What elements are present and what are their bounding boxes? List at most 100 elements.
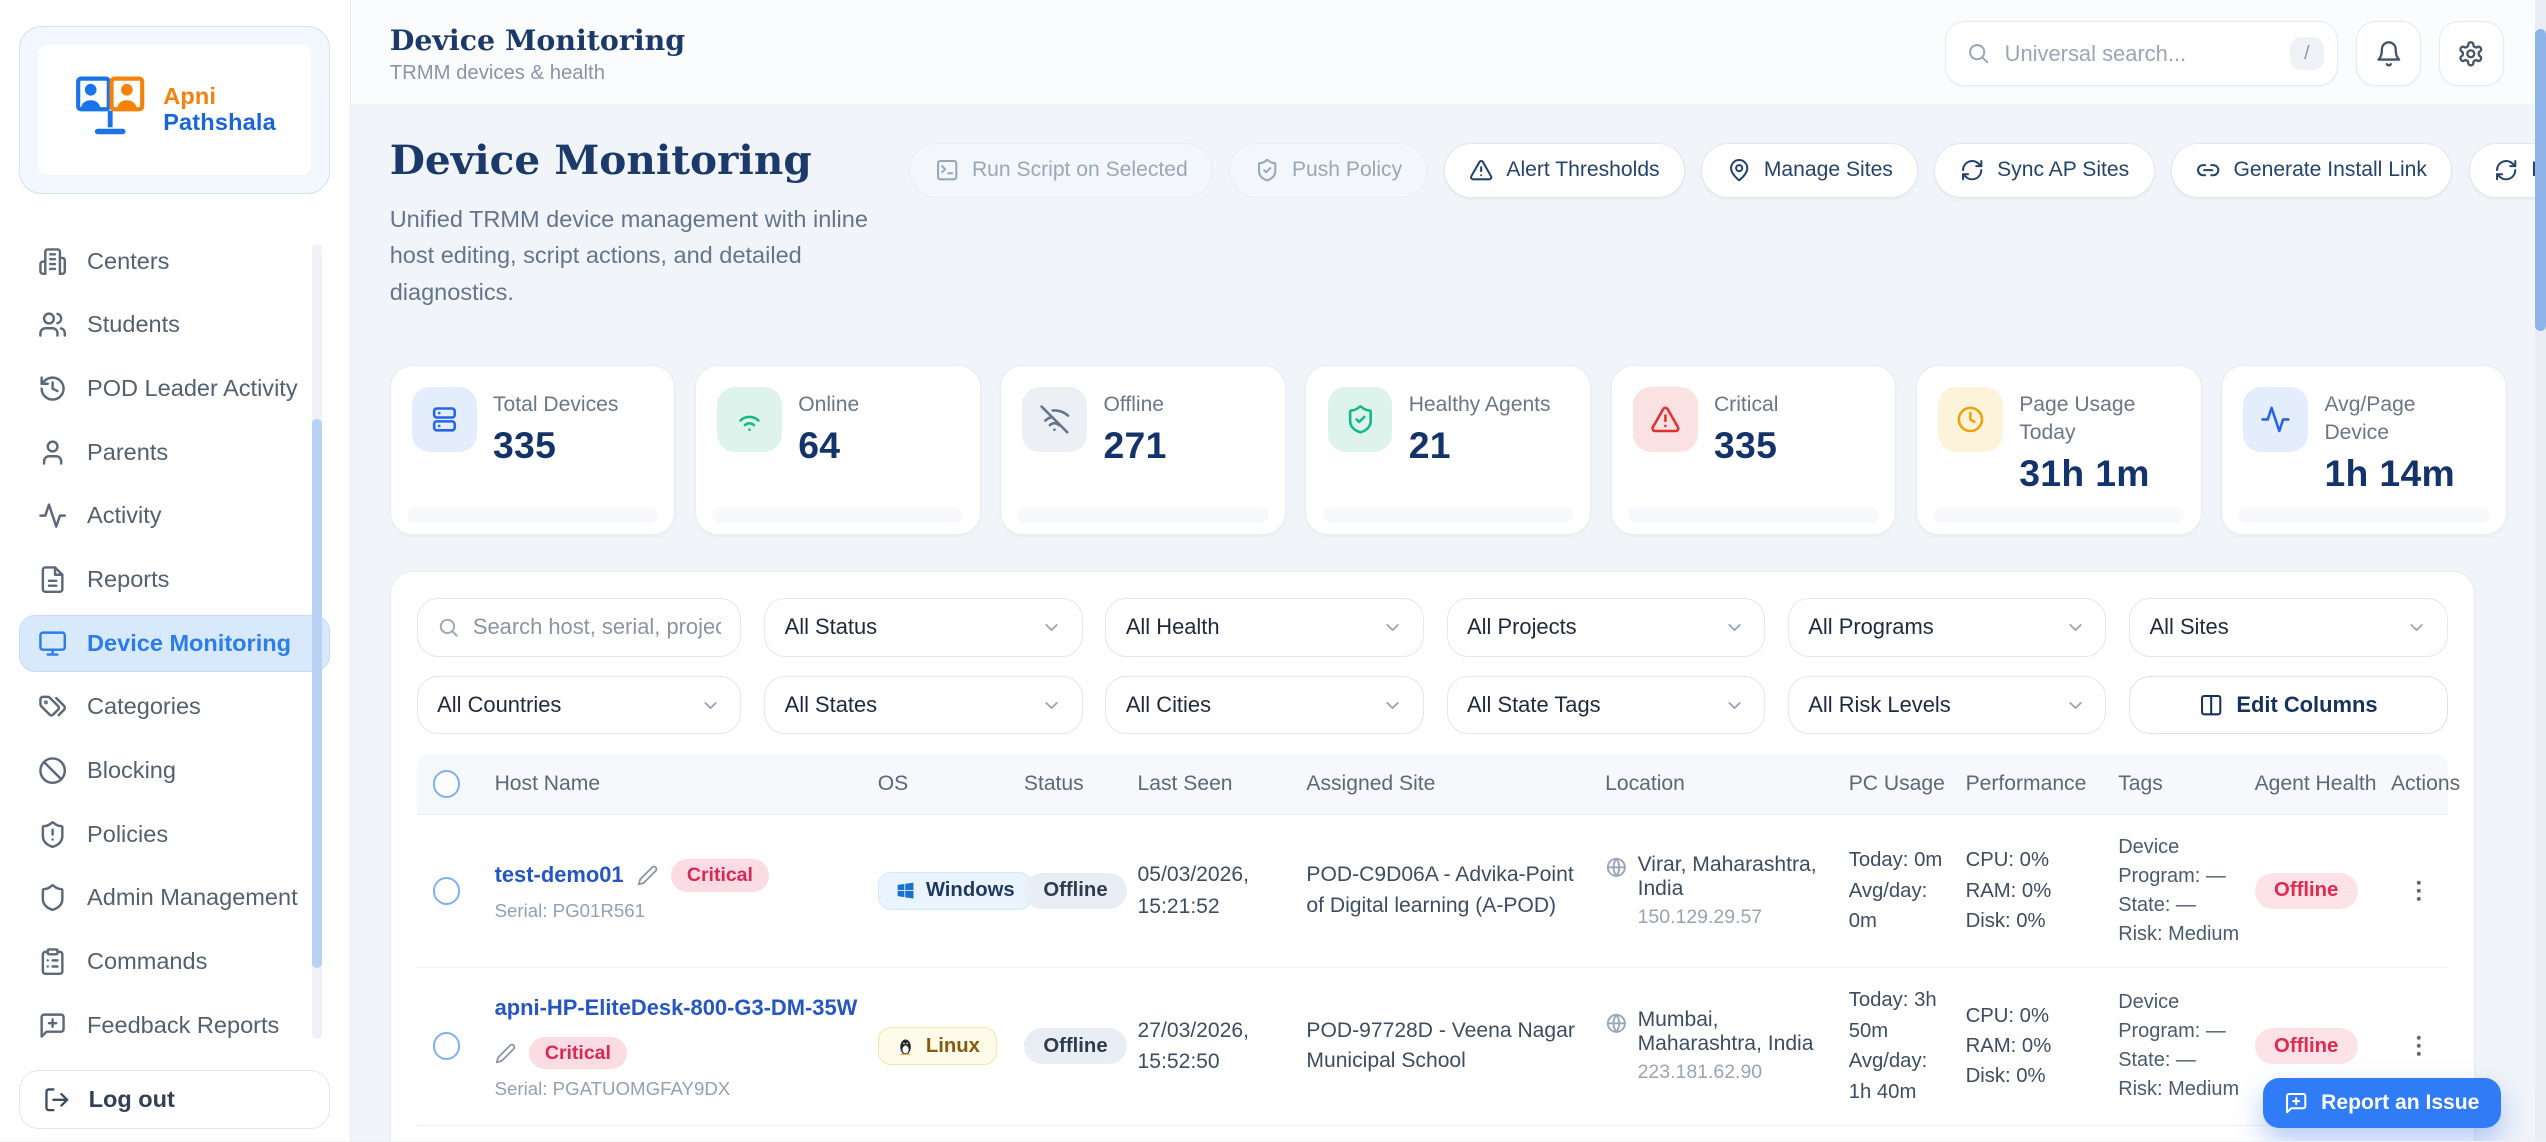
status-badge: Offline — [1023, 872, 1128, 909]
row-actions-button[interactable] — [2391, 877, 2446, 905]
chevron-down-icon — [2065, 695, 2086, 716]
sidebar-item-policies[interactable]: Policies — [19, 806, 330, 863]
pencil-icon[interactable] — [637, 865, 658, 886]
host-link[interactable]: apni-HP-EliteDesk-800-G3-DM-35W — [494, 995, 858, 1021]
bell-icon — [2375, 40, 2403, 68]
filter-all-programs[interactable]: All Programs — [1787, 598, 2107, 657]
filter-all-projects[interactable]: All Projects — [1446, 598, 1766, 657]
push-policy-button: Push Policy — [1229, 142, 1428, 199]
last-seen: 05/03/2026, 15:21:52 — [1137, 863, 1249, 918]
page-scrollbar-thumb[interactable] — [2534, 29, 2546, 332]
sidebar-item-activity[interactable]: Activity — [19, 487, 330, 544]
pc-usage-cell-line: Today: 0m — [1848, 849, 1943, 872]
devices-panel: All Status All Health All Projects All Prog… — [389, 571, 2475, 1142]
row-actions-button[interactable] — [2391, 1032, 2446, 1060]
manage-sites-button[interactable]: Manage Sites — [1701, 142, 1919, 199]
columns-icon — [2199, 693, 2223, 717]
filter-all-countries[interactable]: All Countries — [416, 676, 742, 735]
stat-card-total-devices: Total Devices 335 — [389, 365, 676, 536]
filter-all-states[interactable]: All States — [764, 676, 1083, 735]
sidebar-item-reports[interactable]: Reports — [19, 551, 330, 608]
device-search-input[interactable] — [472, 614, 721, 641]
brand-name: Apni Pathshala — [163, 84, 276, 135]
filter-value: All Programs — [1808, 614, 1934, 640]
sidebar-item-label: Reports — [87, 566, 170, 592]
row-checkbox[interactable] — [432, 1032, 461, 1061]
severity-badge: Critical — [528, 1036, 628, 1070]
shield-alert-icon — [38, 820, 67, 849]
host-link[interactable]: test-demo01 — [494, 862, 624, 888]
user-icon — [38, 438, 67, 467]
universal-search-input[interactable] — [2004, 40, 2275, 67]
table-header: Host Name OS Status Last Seen Assigned Site L… — [416, 753, 2460, 815]
table-row: apni-HP-EliteDesk-800-G3-DM-35W Critical S… — [416, 968, 2448, 1126]
stat-card-avg-page-device: Avg/Page Device 1h 14m — [2221, 365, 2507, 536]
row-checkbox[interactable] — [432, 876, 461, 905]
tags-cell-line: Device Program: — — [2118, 835, 2226, 887]
sidebar-item-centers[interactable]: Centers — [19, 233, 330, 290]
sidebar-item-label: Commands — [87, 948, 208, 975]
filter-all-health[interactable]: All Health — [1105, 598, 1424, 657]
gear-icon — [2457, 40, 2485, 68]
stat-label: Healthy Agents — [1408, 392, 1551, 416]
sidebar-item-admin-management[interactable]: Admin Management — [19, 869, 330, 926]
tags-cell-line: State: — — [2118, 1049, 2196, 1072]
table-body: test-demo01 Critical Serial: PG01R561 Windo… — [416, 815, 2448, 1141]
alert-thresholds-button[interactable]: Alert Thresholds — [1443, 142, 1685, 199]
shield-check-icon — [1255, 158, 1279, 182]
sidebar-item-parents[interactable]: Parents — [19, 424, 330, 481]
stat-value: 64 — [798, 423, 841, 466]
device-search[interactable] — [416, 598, 742, 657]
brand-logo-icon — [74, 74, 152, 146]
sidebar-scrollbar[interactable] — [312, 243, 323, 1040]
sidebar-item-label: Parents — [87, 438, 169, 465]
stat-label: Critical — [1713, 392, 1779, 416]
sidebar-item-students[interactable]: Students — [19, 296, 330, 353]
sidebar-item-blocking[interactable]: Blocking — [19, 742, 330, 799]
sidebar: Apni Pathshala Centers Students POD Leader… — [0, 0, 351, 1142]
sidebar-item-feedback-reports[interactable]: Feedback Reports — [19, 997, 330, 1054]
sidebar-item-device-monitoring[interactable]: Device Monitoring — [19, 614, 331, 672]
stat-value: 31h 1m — [2019, 452, 2150, 495]
pencil-icon[interactable] — [495, 1043, 516, 1064]
sync-ap-sites-button[interactable]: Sync AP Sites — [1934, 142, 2155, 199]
sidebar-item-categories[interactable]: Categories — [19, 678, 330, 735]
column-header-assigned-site: Assigned Site — [1306, 771, 1436, 795]
brand-name-line1: Apni — [163, 83, 217, 110]
column-header-host-name: Host Name — [494, 771, 601, 795]
map-pin-icon — [1727, 158, 1751, 182]
report-issue-button[interactable]: Report an Issue — [2262, 1078, 2501, 1129]
search-icon — [1966, 41, 1990, 65]
wifi-off-icon — [1039, 404, 1070, 435]
notifications-button[interactable] — [2356, 21, 2421, 87]
generate-install-link-button[interactable]: Generate Install Link — [2170, 142, 2453, 199]
performance-cell-line: RAM: 0% — [1965, 879, 2052, 902]
stat-card-healthy-agents: Healthy Agents 21 — [1305, 365, 1592, 536]
sidebar-scrollbar-thumb[interactable] — [312, 418, 323, 968]
universal-search[interactable]: / — [1945, 21, 2339, 87]
select-all-checkbox[interactable] — [432, 770, 461, 798]
main-area: Device Monitoring TRMM devices & health … — [350, 0, 2546, 1142]
filter-value: All Cities — [1125, 692, 1212, 718]
filter-all-cities[interactable]: All Cities — [1105, 676, 1424, 735]
toolbar-button-label: Generate Install Link — [2233, 158, 2427, 182]
chevron-down-icon — [2065, 617, 2086, 638]
stat-value: 271 — [1103, 423, 1167, 466]
edit-columns-button[interactable]: Edit Columns — [2129, 676, 2448, 735]
chevron-down-icon — [1724, 695, 1745, 716]
page-title: Device Monitoring — [389, 136, 812, 185]
filter-all-state-tags[interactable]: All State Tags — [1446, 676, 1766, 735]
sidebar-item-commands[interactable]: Commands — [19, 933, 330, 990]
sidebar-item-label: Admin Management — [87, 884, 298, 911]
brand-logo-card[interactable]: Apni Pathshala — [19, 25, 331, 194]
filter-all-status[interactable]: All Status — [764, 598, 1083, 657]
performance-cell: CPU: 0% RAM: 0% Disk: 0% — [1966, 845, 2106, 936]
logout-button[interactable]: Log out — [19, 1070, 331, 1129]
filter-all-risk-levels[interactable]: All Risk Levels — [1787, 676, 2107, 735]
filter-value: All States — [784, 692, 878, 718]
settings-button[interactable] — [2438, 21, 2504, 87]
sidebar-item-label: Blocking — [87, 757, 176, 784]
sidebar-item-pod-leader-activity[interactable]: POD Leader Activity — [19, 360, 330, 417]
page-scrollbar[interactable] — [2534, 0, 2546, 1142]
filter-all-sites[interactable]: All Sites — [2129, 598, 2448, 657]
